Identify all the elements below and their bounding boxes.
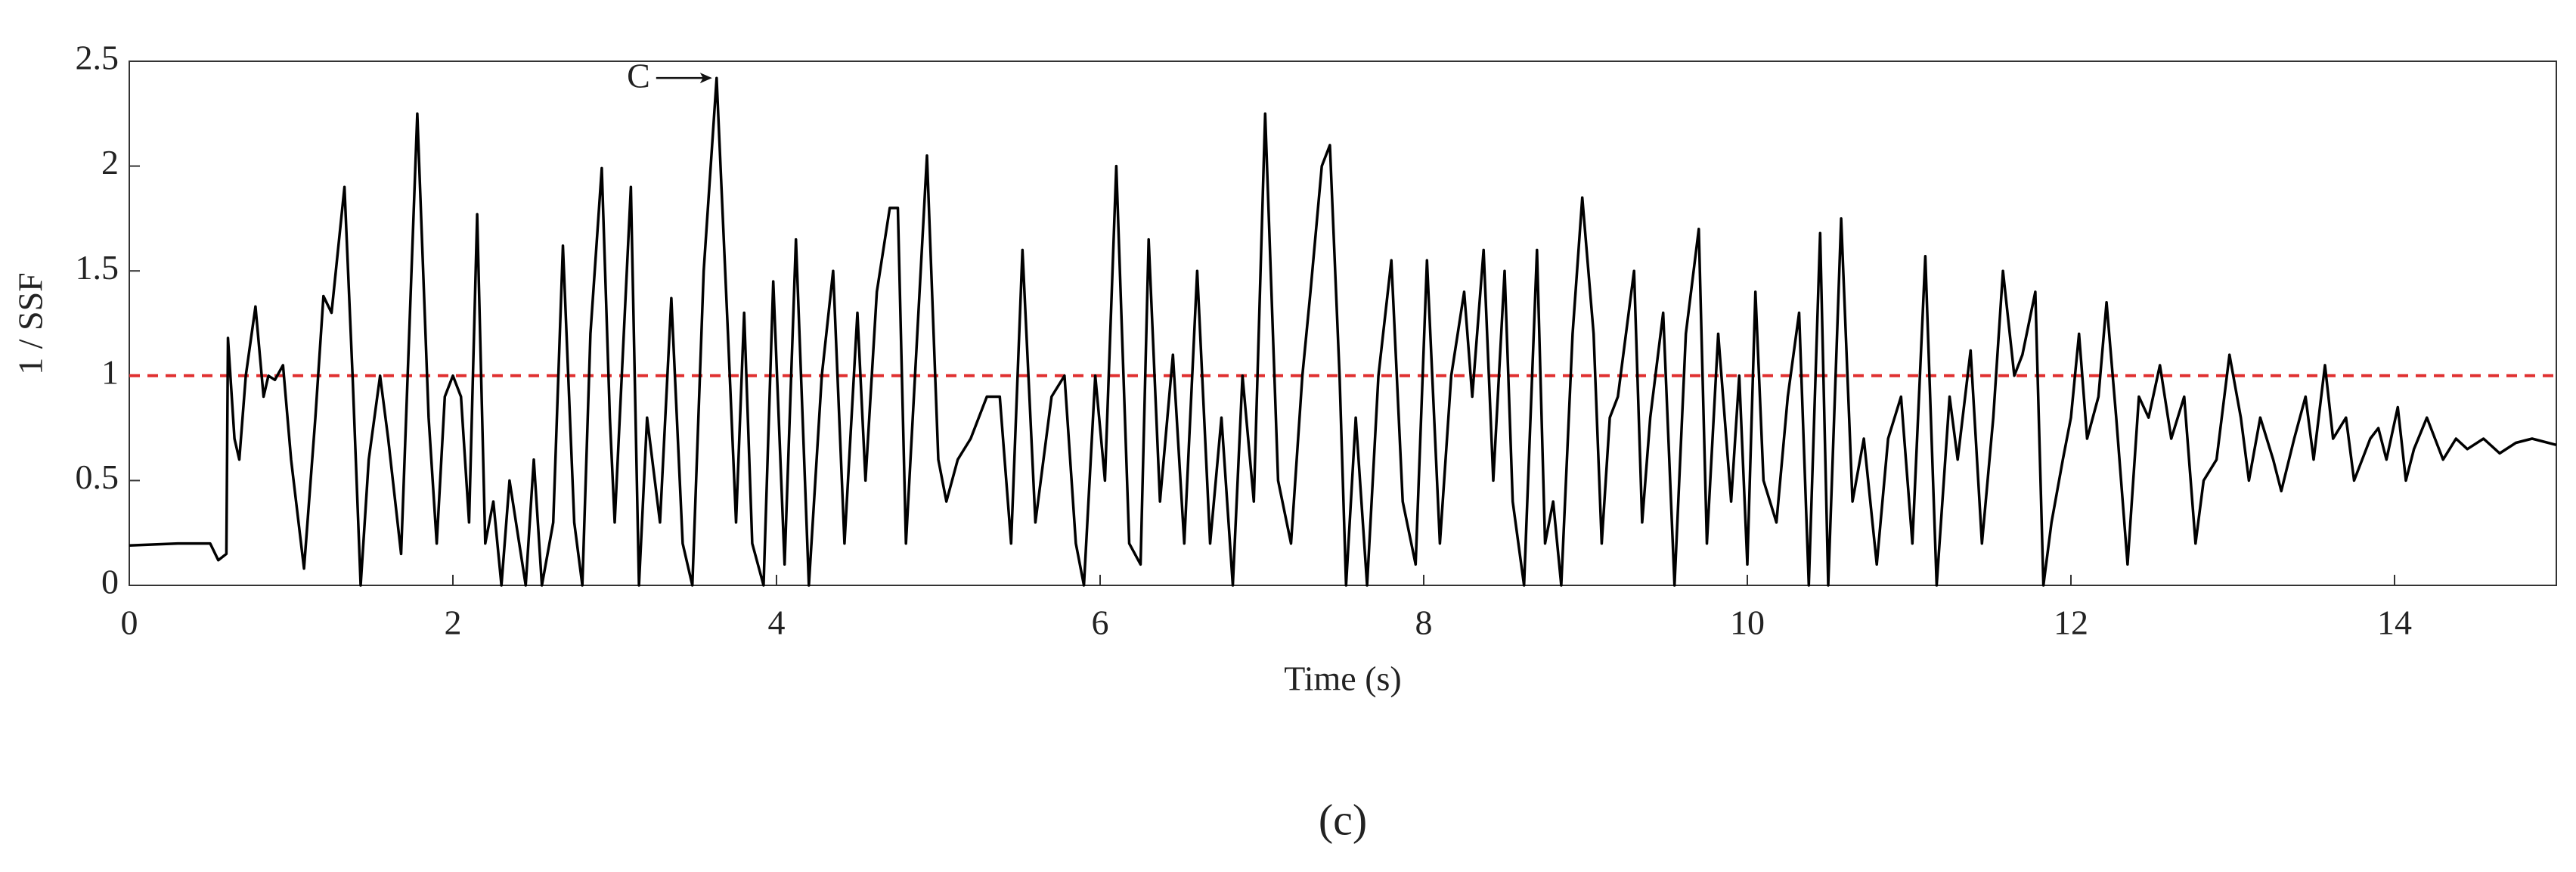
y-tick-label: 1.5 bbox=[76, 248, 119, 287]
x-tick-label: 10 bbox=[1730, 604, 1765, 642]
x-tick-label: 0 bbox=[121, 604, 138, 642]
annotation-arrowhead bbox=[699, 73, 712, 84]
x-tick-label: 6 bbox=[1092, 604, 1109, 642]
x-tick-label: 14 bbox=[2377, 604, 2412, 642]
data-line bbox=[129, 76, 2557, 587]
plot-frame bbox=[129, 61, 2557, 586]
x-tick-label: 4 bbox=[768, 604, 786, 642]
x-axis-label: Time (s) bbox=[1284, 659, 1402, 698]
y-tick-label: 2 bbox=[101, 143, 119, 182]
y-tick-label: 1 bbox=[101, 352, 119, 391]
x-tick-label: 12 bbox=[2054, 604, 2088, 642]
y-tick-label: 0 bbox=[101, 563, 119, 601]
x-tick-label: 2 bbox=[445, 604, 462, 642]
annotation-text: C bbox=[627, 57, 650, 95]
x-tick-label: 8 bbox=[1415, 604, 1433, 642]
caption: (c) bbox=[1319, 795, 1367, 844]
y-axis-label: 1 / SSF bbox=[11, 272, 50, 375]
y-tick-label: 0.5 bbox=[76, 458, 119, 496]
y-tick-label: 2.5 bbox=[76, 39, 119, 77]
